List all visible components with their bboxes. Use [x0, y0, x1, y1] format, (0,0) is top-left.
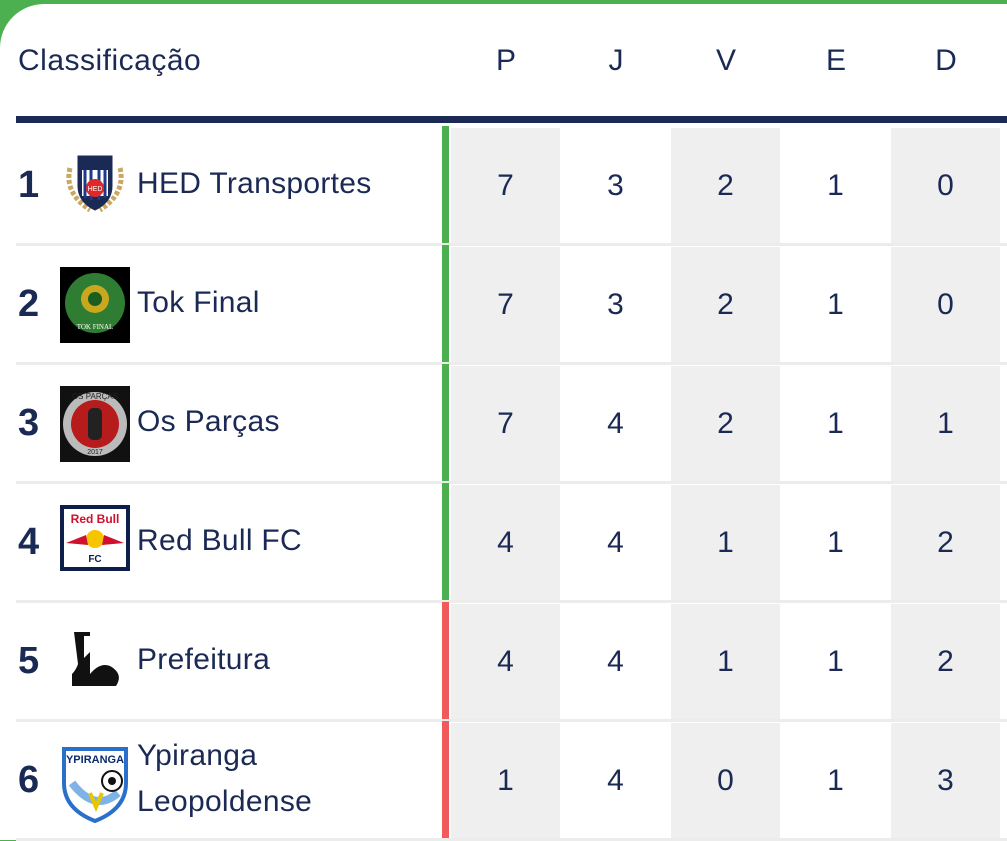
team-name-line: Leopoldense [137, 785, 313, 818]
team-name: Prefeitura [137, 643, 271, 676]
stat-games: 4 [607, 525, 624, 559]
team-name: HED Transportes [137, 167, 372, 200]
team-logo-icon: YPIRANGA [60, 743, 130, 824]
stat-draws: 1 [827, 525, 844, 559]
position: 1 [18, 164, 40, 206]
svg-text:TOK FINAL: TOK FINAL [77, 323, 114, 331]
row-divider [16, 481, 1007, 484]
row-divider [16, 362, 1007, 365]
stat-draws: 1 [827, 406, 844, 440]
team-name: Red Bull FC [137, 524, 303, 557]
position: 5 [18, 640, 40, 682]
position: 6 [18, 759, 40, 801]
stat-wins: 1 [671, 485, 780, 600]
row-divider [16, 243, 1007, 246]
column-header-v[interactable]: V [715, 44, 736, 77]
stat-losses: 1 [891, 366, 1000, 481]
stat-losses: 0 [891, 247, 1000, 362]
stat-draws: 1 [827, 287, 844, 321]
team-name: Tok Final [137, 286, 260, 319]
table-header: Classificação P J V E D [0, 4, 1007, 116]
stat-points: 7 [451, 128, 560, 243]
svg-text:YPIRANGA: YPIRANGA [66, 754, 124, 766]
standings-card: Classificação P J V E D 1 HED HED Transp… [0, 4, 1007, 841]
stat-wins: 2 [671, 247, 780, 362]
stat-points: 1 [451, 723, 560, 838]
stat-wins: 2 [671, 128, 780, 243]
stat-points: 7 [451, 366, 560, 481]
column-header-e[interactable]: E [825, 44, 846, 77]
table-row[interactable]: 1 HED HED Transportes 7 3 2 1 0 [0, 126, 1007, 246]
stat-wins: 0 [671, 723, 780, 838]
team-logo-icon: OS PARÇAS 2017 [60, 386, 130, 462]
stat-games: 4 [607, 406, 624, 440]
stat-losses: 0 [891, 128, 1000, 243]
column-header-d[interactable]: D [935, 44, 957, 77]
row-divider [16, 719, 1007, 722]
team-name-line: Ypiranga [137, 739, 258, 772]
stat-losses: 2 [891, 485, 1000, 600]
svg-text:OS PARÇAS: OS PARÇAS [72, 392, 118, 401]
zone-indicator [442, 245, 449, 362]
zone-indicator [442, 483, 449, 600]
stat-wins: 2 [671, 366, 780, 481]
team-name: Os Parças [137, 405, 280, 438]
stat-games: 3 [607, 287, 624, 321]
team-logo-icon: TOK FINAL [60, 267, 130, 343]
stat-points: 7 [451, 247, 560, 362]
team-name: Ypiranga Leopoldense [137, 733, 312, 825]
header-divider [16, 116, 1007, 123]
column-header-j[interactable]: J [608, 44, 624, 77]
stat-games: 4 [607, 644, 624, 678]
stat-losses: 3 [891, 723, 1000, 838]
stat-games: 4 [607, 763, 624, 797]
table-row[interactable]: 2 TOK FINAL Tok Final 7 3 2 1 0 [0, 245, 1007, 365]
svg-text:2017: 2017 [87, 449, 103, 456]
row-divider [16, 600, 1007, 603]
svg-text:Red Bull: Red Bull [71, 512, 120, 526]
column-header-p[interactable]: P [495, 44, 516, 77]
position: 3 [18, 402, 40, 444]
zone-indicator [442, 602, 449, 719]
stat-losses: 2 [891, 604, 1000, 719]
stat-draws: 1 [827, 644, 844, 678]
stat-draws: 1 [827, 168, 844, 202]
position: 2 [18, 283, 40, 325]
team-logo-icon: HED [60, 148, 130, 218]
zone-indicator [442, 721, 449, 838]
stat-points: 4 [451, 485, 560, 600]
position: 4 [18, 521, 40, 563]
stat-points: 4 [451, 604, 560, 719]
table-title: Classificação [18, 44, 202, 77]
svg-text:FC: FC [88, 554, 101, 565]
stat-games: 3 [607, 168, 624, 202]
stat-draws: 1 [827, 763, 844, 797]
team-logo-icon: Red Bull FC [60, 505, 130, 575]
svg-text:HED: HED [88, 186, 103, 193]
zone-indicator [442, 126, 449, 243]
zone-indicator [442, 364, 449, 481]
stat-wins: 1 [671, 604, 780, 719]
team-logo-icon [60, 624, 130, 694]
